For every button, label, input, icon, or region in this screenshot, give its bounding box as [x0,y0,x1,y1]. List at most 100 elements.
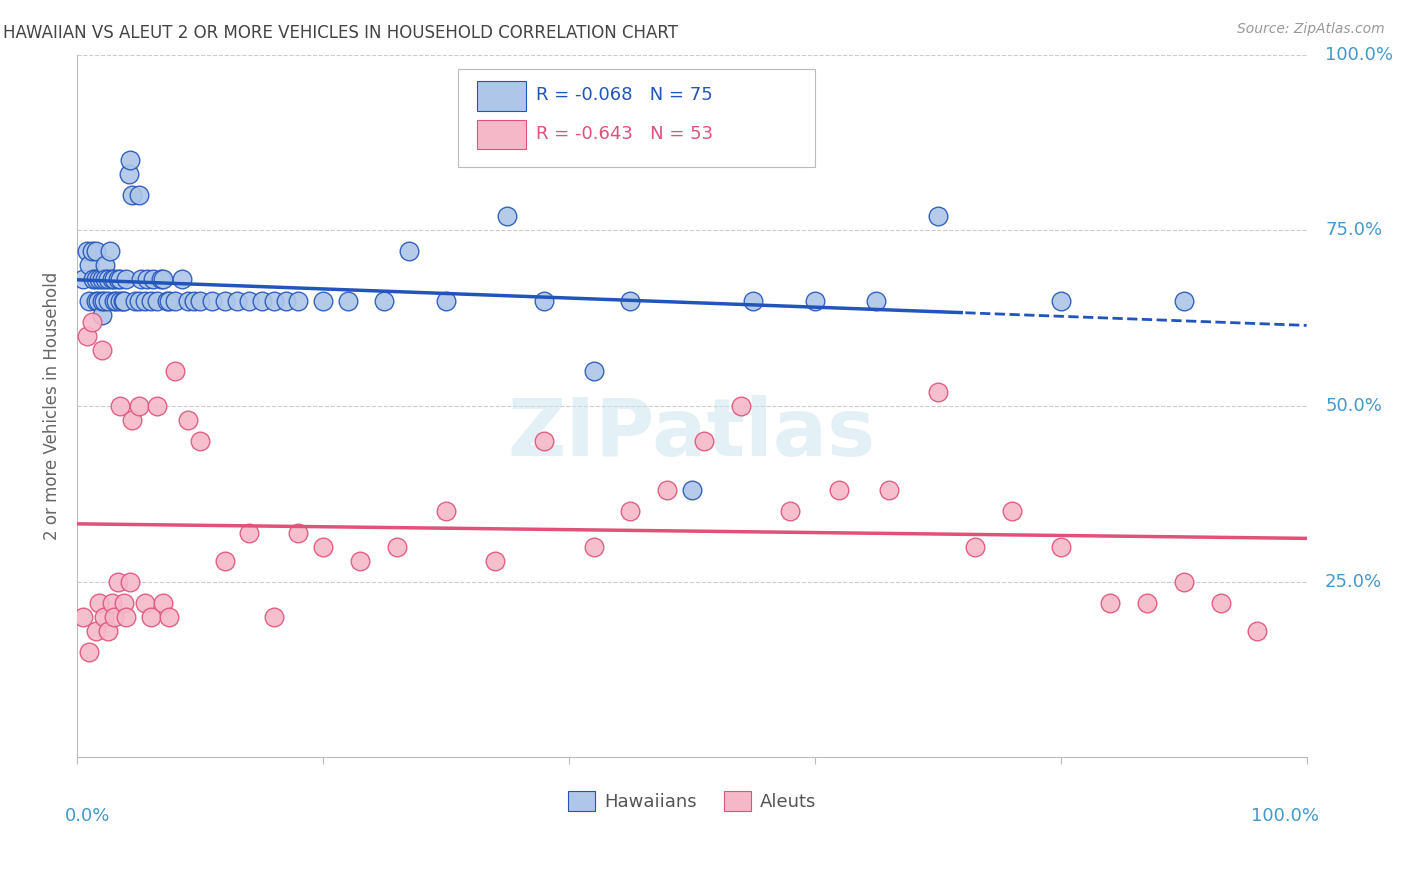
Point [84,624,107,638]
Point [118,153,141,167]
Point [97,293,120,308]
Point [681,483,703,498]
Point [103,272,125,286]
Point [1173,574,1195,589]
Bar [477,120,526,150]
FancyBboxPatch shape [458,69,815,167]
Legend: Hawaiians, Aleuts: Hawaiians, Aleuts [561,783,824,819]
Text: 0.0%: 0.0% [65,806,110,824]
Point [90,308,112,322]
Point [263,293,285,308]
Point [118,167,141,181]
Text: R = -0.643   N = 53: R = -0.643 N = 53 [536,125,713,143]
Point [165,293,187,308]
Text: HAWAIIAN VS ALEUT 2 OR MORE VEHICLES IN HOUSEHOLD CORRELATION CHART: HAWAIIAN VS ALEUT 2 OR MORE VEHICLES IN … [3,24,678,42]
Point [287,525,309,540]
Point [112,596,135,610]
Point [139,610,162,624]
Point [98,244,121,259]
Point [79,645,101,659]
Point [152,596,174,610]
Point [97,272,120,286]
Point [177,413,200,427]
Point [201,293,224,308]
Text: R = -0.068   N = 75: R = -0.068 N = 75 [536,87,713,104]
Point [1209,596,1232,610]
Point [183,293,205,308]
Point [1000,504,1022,518]
Text: 50.0%: 50.0% [1324,397,1382,415]
Point [72,272,94,286]
Point [76,244,98,259]
Point [128,399,150,413]
Point [82,272,104,286]
Point [107,574,129,589]
Point [274,293,297,308]
Point [94,272,117,286]
Point [828,483,851,498]
Point [1246,624,1268,638]
Point [84,293,107,308]
Point [619,504,641,518]
Point [157,293,180,308]
Point [128,188,150,202]
Point [927,384,949,399]
Point [72,610,94,624]
Point [108,293,131,308]
Point [146,293,169,308]
Y-axis label: 2 or more Vehicles in Household: 2 or more Vehicles in Household [44,272,60,541]
Point [533,293,555,308]
Point [108,272,131,286]
Point [79,293,101,308]
Point [100,272,122,286]
Point [103,293,125,308]
Bar [477,81,526,111]
Point [1049,293,1071,308]
Point [97,624,120,638]
Point [385,540,408,554]
Point [128,293,150,308]
Point [779,504,801,518]
Point [484,553,506,567]
Point [93,293,115,308]
Text: 100.0%: 100.0% [1251,806,1319,824]
Point [76,328,98,343]
Point [79,259,101,273]
Point [152,272,174,286]
Point [84,272,107,286]
Point [157,610,180,624]
Point [108,399,131,413]
Point [226,293,249,308]
Point [90,343,112,357]
Point [804,293,827,308]
Point [136,272,159,286]
Point [134,293,156,308]
Point [134,596,156,610]
Point [94,259,117,273]
Point [1173,293,1195,308]
Point [89,596,111,610]
Point [107,272,129,286]
Point [963,540,986,554]
Point [177,293,200,308]
Point [105,293,128,308]
Point [263,610,285,624]
Point [149,272,172,286]
Point [865,293,887,308]
Point [238,525,260,540]
Point [121,188,143,202]
Point [129,272,152,286]
Point [250,293,273,308]
Point [877,483,900,498]
Point [730,399,752,413]
Point [398,244,420,259]
Point [434,293,457,308]
Point [657,483,679,498]
Point [287,293,309,308]
Point [238,293,260,308]
Point [312,540,335,554]
Text: ZIPatlas: ZIPatlas [508,395,876,473]
Point [121,413,143,427]
Point [142,272,165,286]
Point [170,272,193,286]
